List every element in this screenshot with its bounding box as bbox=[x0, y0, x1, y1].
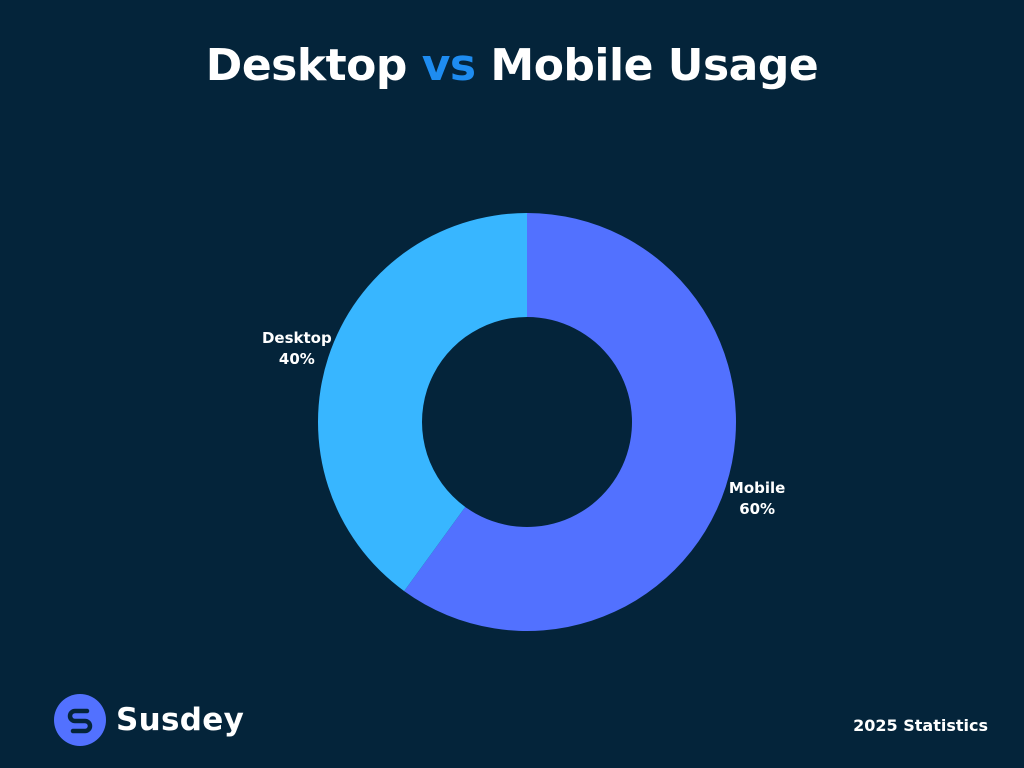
slice-value-mobile: 60% bbox=[739, 500, 775, 518]
slice-label-mobile: Mobile 60% bbox=[729, 479, 785, 518]
slice-category-desktop: Desktop bbox=[262, 329, 332, 347]
brand-name: Susdey bbox=[116, 702, 245, 738]
brand: Susdey bbox=[54, 694, 244, 746]
slice-label-desktop: Desktop 40% bbox=[262, 329, 332, 368]
slice-value-desktop: 40% bbox=[279, 350, 315, 368]
title-accent-vs: vs bbox=[421, 40, 476, 91]
title-part-mobile: Mobile Usage bbox=[490, 40, 819, 91]
title-part-desktop: Desktop bbox=[205, 40, 408, 91]
s-logo-icon bbox=[54, 694, 106, 746]
slice-desktop bbox=[318, 213, 527, 592]
slice-mobile bbox=[404, 213, 737, 631]
chart-title: Desktop vs Mobile Usage bbox=[0, 40, 1024, 91]
slice-category-mobile: Mobile bbox=[729, 479, 785, 497]
footer-note: 2025 Statistics bbox=[853, 716, 988, 735]
